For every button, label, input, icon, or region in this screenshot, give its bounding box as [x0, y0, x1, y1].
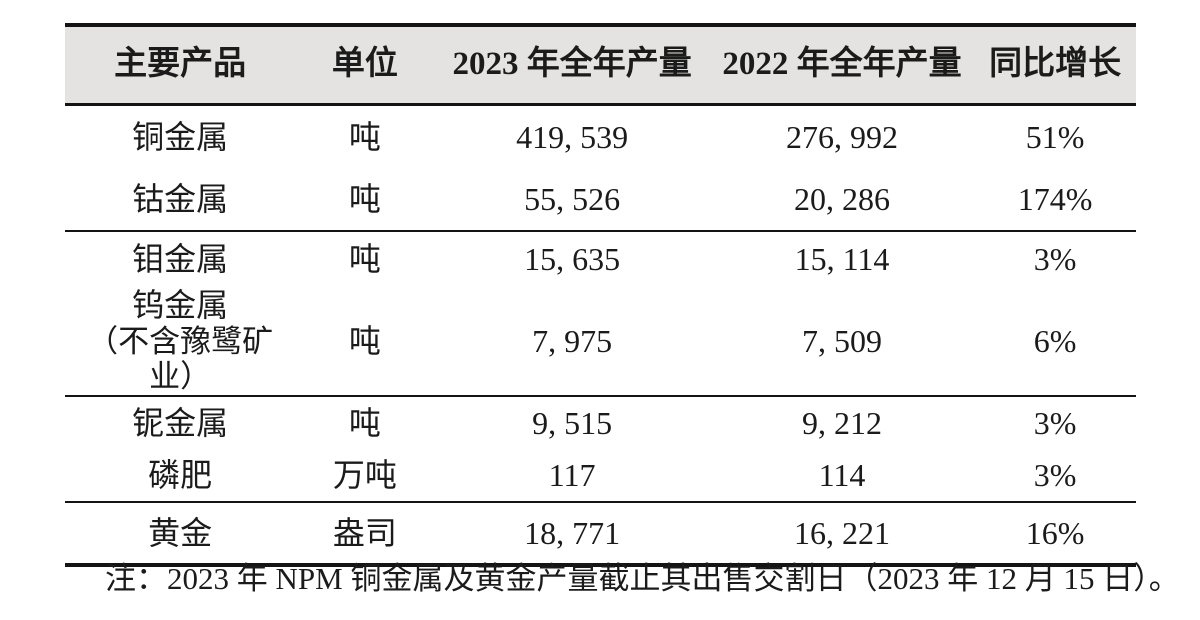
- cell-product: 黄金: [65, 502, 296, 568]
- cell-unit: 万吨: [295, 449, 435, 504]
- product-name: 铌金属: [132, 404, 229, 441]
- cell-unit: 吨: [348, 241, 381, 278]
- cell-2022-output: 16, 221: [709, 502, 975, 568]
- cell-product: 钨金属 （不含豫鹭矿业）: [65, 287, 296, 398]
- table-row: 铌金属 吨 9, 515 9, 212 3%: [65, 396, 1136, 449]
- table-row: 铜金属 吨 419, 539 276, 992 51%: [65, 105, 1136, 169]
- cell-2023-output: 18, 771: [434, 502, 710, 568]
- header-cell-2023-output: 2023 年全年产量: [434, 23, 710, 106]
- cell-unit: 吨: [295, 287, 435, 398]
- table-row: 钼金属 吨 15, 635 15, 114 3%: [65, 231, 1136, 287]
- product-name-note: （不含豫鹭矿业）: [87, 323, 274, 395]
- cell-yoy-growth: 3%: [1033, 404, 1077, 441]
- cell-yoy-growth: 3%: [974, 449, 1136, 504]
- product-name: 磷肥: [148, 456, 213, 493]
- cell-2022-output: 7, 509: [709, 287, 975, 398]
- cell-yoy-growth: 51%: [1025, 118, 1085, 155]
- cell-2022-output: 9, 212: [801, 404, 882, 441]
- cell-unit: 吨: [295, 168, 435, 232]
- cell-unit: 吨: [348, 404, 381, 441]
- table-header-row: 主要产品 单位 2023 年全年产量 2022 年全年产量 同比增长: [65, 23, 1136, 106]
- production-table-container: 主要产品 单位 2023 年全年产量 2022 年全年产量 同比增长 铜金属 吨…: [65, 23, 1136, 568]
- table-footnote: 注：2023 年 NPM 铜金属及黄金产量截止其出售交割日（2023 年 12 …: [105, 561, 1180, 596]
- product-name: 铜金属: [132, 118, 229, 155]
- header-cell-2022-output: 2022 年全年产量: [709, 23, 975, 106]
- cell-2022-output: 20, 286: [709, 168, 975, 232]
- cell-2023-output: 7, 975: [434, 287, 710, 398]
- table-row: 黄金 盎司 18, 771 16, 221 16%: [65, 502, 1136, 568]
- header-cell-yoy-growth: 同比增长: [974, 23, 1136, 106]
- header-cell-product: 主要产品: [65, 23, 296, 106]
- table-row: 磷肥 万吨 117 114 3%: [65, 449, 1136, 504]
- header-cell-unit: 单位: [295, 23, 435, 106]
- cell-2022-output: 114: [709, 449, 975, 504]
- production-table: 主要产品 单位 2023 年全年产量 2022 年全年产量 同比增长 铜金属 吨…: [65, 23, 1136, 568]
- cell-yoy-growth: 16%: [974, 502, 1136, 568]
- cell-2023-output: 55, 526: [434, 168, 710, 232]
- product-name: 钴金属: [132, 180, 229, 217]
- cell-product: 铜金属: [65, 105, 295, 169]
- cell-product: 磷肥: [65, 449, 296, 504]
- cell-product: 钼金属: [65, 231, 295, 287]
- cell-2023-output: 117: [434, 449, 710, 504]
- cell-2022-output: 276, 992: [785, 118, 898, 155]
- cell-yoy-growth: 6%: [974, 287, 1136, 398]
- cell-2023-output: 419, 539: [516, 118, 629, 155]
- cell-yoy-growth: 3%: [1033, 241, 1077, 278]
- cell-product: 钴金属: [65, 168, 296, 232]
- cell-yoy-growth: 174%: [974, 168, 1136, 232]
- cell-2023-output: 15, 635: [524, 241, 621, 278]
- cell-unit: 吨: [348, 118, 381, 155]
- table-row: 钨金属 （不含豫鹭矿业） 吨 7, 975 7, 509 6%: [65, 287, 1136, 398]
- cell-unit: 盎司: [295, 502, 435, 568]
- product-name: 钨金属: [132, 287, 229, 323]
- product-name: 黄金: [148, 514, 213, 551]
- cell-2023-output: 9, 515: [532, 404, 613, 441]
- table-row: 钴金属 吨 55, 526 20, 286 174%: [65, 168, 1136, 232]
- product-name: 钼金属: [132, 241, 229, 278]
- cell-2022-output: 15, 114: [794, 241, 890, 278]
- cell-product: 铌金属: [65, 396, 295, 449]
